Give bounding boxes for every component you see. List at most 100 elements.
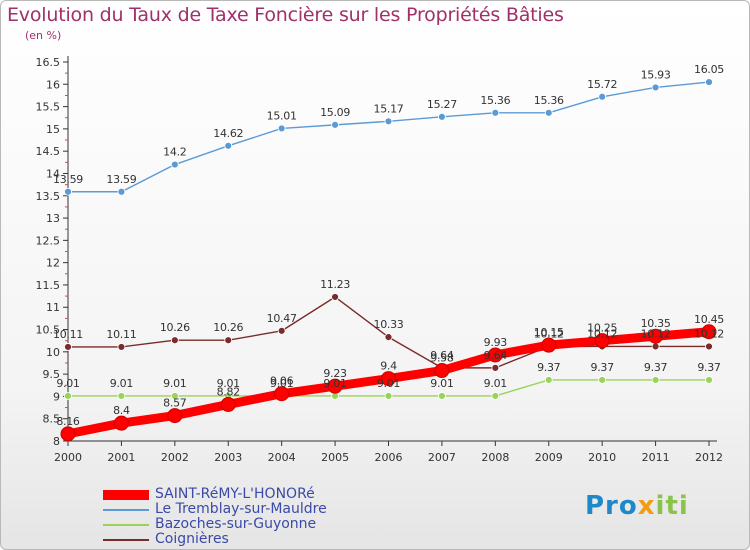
data-label: 8.16 [56, 415, 80, 428]
data-point [64, 343, 72, 351]
x-tick-label: 2003 [214, 451, 242, 464]
data-point [434, 363, 450, 379]
data-point [438, 112, 446, 121]
data-label: 10.45 [694, 313, 724, 326]
data-point [384, 117, 393, 126]
data-label: 9.37 [697, 361, 721, 374]
data-label: 15.17 [374, 102, 404, 115]
y-tick-label: 8 [53, 435, 60, 448]
data-point [117, 187, 126, 196]
y-tick-label: 13.5 [36, 190, 61, 203]
data-point [651, 342, 660, 351]
data-point [220, 396, 236, 412]
data-point [651, 83, 660, 92]
y-tick-label: 15.5 [36, 101, 61, 114]
data-point [438, 392, 446, 400]
data-label: 15.09 [320, 106, 350, 119]
data-label: 9.37 [591, 361, 615, 374]
data-point [598, 92, 607, 101]
data-point [491, 363, 500, 372]
data-point [60, 426, 76, 442]
data-point [384, 392, 393, 400]
data-point [170, 336, 179, 345]
data-label: 9.37 [537, 361, 561, 374]
y-tick-label: 10.5 [36, 324, 61, 337]
data-point [331, 293, 339, 301]
data-label: 10.25 [587, 322, 617, 335]
data-point [331, 120, 339, 129]
y-tick-label: 13 [46, 212, 60, 225]
x-tick-label: 2008 [481, 451, 509, 464]
y-tick-label: 11.5 [36, 279, 61, 292]
data-label: 9.93 [484, 336, 508, 349]
data-label: 15.01 [267, 109, 297, 122]
series-line [67, 81, 710, 193]
x-tick-label: 2011 [642, 451, 670, 464]
data-label: 9.58 [430, 352, 454, 365]
data-point [544, 108, 553, 117]
data-label: 13.59 [53, 173, 83, 186]
data-label: 9.01 [484, 377, 507, 390]
data-label: 10.26 [160, 321, 190, 334]
x-tick-label: 2005 [321, 451, 349, 464]
data-point [487, 347, 503, 363]
x-tick-label: 2001 [107, 451, 135, 464]
data-point [64, 392, 72, 400]
y-tick-label: 10 [46, 346, 60, 359]
logo-part: Pro [585, 491, 638, 521]
data-point [491, 108, 500, 117]
data-label: 9.06 [270, 375, 294, 388]
y-tick-label: 11 [46, 301, 60, 314]
data-label: 14.2 [163, 146, 186, 159]
legend-label: Coignières [155, 531, 229, 547]
data-point [491, 392, 500, 400]
data-label: 15.36 [480, 94, 510, 107]
data-label: 9.37 [644, 361, 668, 374]
data-label: 9.23 [323, 367, 347, 380]
data-label: 9.01 [270, 377, 293, 390]
data-label: 10.35 [641, 317, 671, 330]
data-label: 9.01 [56, 377, 79, 390]
data-point [648, 328, 664, 344]
data-label: 15.36 [534, 94, 564, 107]
data-label: 8.4 [113, 404, 130, 417]
data-label: 9.4 [380, 360, 397, 373]
data-label: 10.15 [534, 326, 564, 339]
data-point [544, 376, 553, 384]
data-label: 9.64 [484, 349, 508, 362]
data-label: 9.01 [377, 377, 400, 390]
x-tick-label: 2010 [588, 451, 616, 464]
data-point [117, 343, 126, 351]
data-label: 10.33 [374, 318, 404, 331]
data-point [274, 386, 290, 402]
data-label: 10.12 [587, 327, 617, 340]
data-label: 8.57 [163, 397, 187, 410]
x-tick-label: 2007 [428, 451, 456, 464]
x-tick-label: 2000 [54, 451, 82, 464]
data-point [224, 336, 233, 345]
data-label: 10.12 [641, 327, 671, 340]
data-point [170, 160, 179, 169]
data-label: 9.01 [217, 377, 240, 390]
legend-label: SAINT-RéMY-L'HONORé [155, 486, 315, 502]
data-point [541, 337, 557, 353]
y-tick-label: 12 [46, 257, 60, 270]
data-label: 9.01 [430, 377, 453, 390]
data-label: 10.47 [267, 312, 297, 325]
data-point [594, 333, 610, 349]
legend-swatch [103, 524, 149, 526]
data-point [705, 342, 713, 351]
data-point [64, 187, 72, 196]
data-point [170, 392, 179, 400]
data-point [705, 78, 713, 86]
y-tick-label: 9 [53, 390, 60, 403]
data-point [117, 392, 126, 400]
data-label: 9.01 [323, 377, 346, 390]
logo-part: iti [655, 491, 689, 521]
legend-label: Bazoches-sur-Guyonne [155, 516, 317, 532]
x-tick-label: 2002 [161, 451, 189, 464]
data-label: 15.27 [427, 98, 457, 111]
proxiti-logo: Proxiti [585, 491, 689, 521]
